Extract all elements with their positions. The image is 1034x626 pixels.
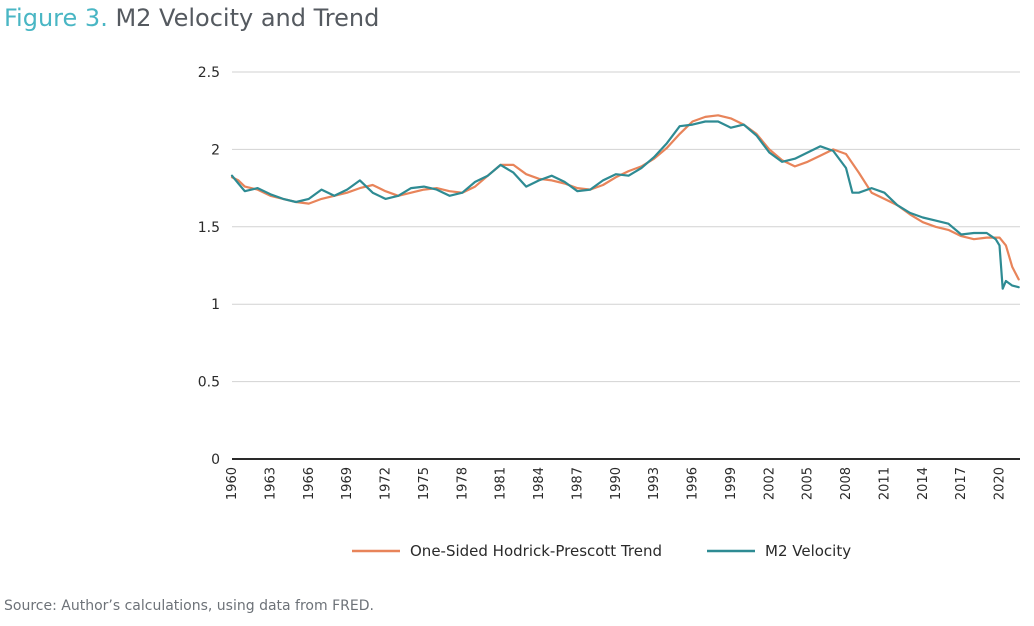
x-tick-label: 1960 bbox=[225, 467, 240, 500]
x-tick-label: 1984 bbox=[532, 467, 547, 500]
legend-trend-label: One-Sided Hodrick-Prescott Trend bbox=[410, 542, 662, 560]
x-tick-label: 2005 bbox=[801, 467, 816, 500]
y-tick-label: 0 bbox=[211, 452, 220, 468]
x-tick-label: 1981 bbox=[494, 467, 509, 500]
legend: One-Sided Hodrick-Prescott Trend M2 Veloc… bbox=[352, 542, 851, 560]
x-tick-label: 2014 bbox=[916, 467, 931, 500]
x-tick-label: 2008 bbox=[839, 467, 854, 500]
x-tick-label: 1993 bbox=[647, 467, 662, 500]
x-axis-tick-labels: 1960 1963 1966 1969 1972 1975 1978 1981 1984 1987… bbox=[225, 467, 1008, 500]
figure-title: Figure 3. M2 Velocity and Trend bbox=[4, 4, 379, 32]
x-tick-label: 1978 bbox=[455, 467, 470, 500]
x-tick-label: 1972 bbox=[379, 467, 394, 500]
figure-title-text: M2 Velocity and Trend bbox=[115, 4, 380, 32]
y-tick-label: 2.5 bbox=[198, 65, 220, 81]
y-tick-label: 1.5 bbox=[198, 220, 220, 236]
x-tick-label: 1963 bbox=[263, 467, 278, 500]
y-axis-tick-labels: 0 0.5 1 1.5 2 2.5 bbox=[198, 65, 220, 468]
series-lines bbox=[230, 114, 1020, 290]
y-tick-label: 2 bbox=[211, 142, 220, 158]
figure-label-period: . bbox=[100, 4, 116, 32]
x-tick-label: 1996 bbox=[686, 467, 701, 500]
x-tick-label: 2002 bbox=[762, 467, 777, 500]
x-tick-label: 1975 bbox=[417, 467, 432, 500]
x-tick-label: 2020 bbox=[993, 467, 1008, 500]
x-tick-label: 2017 bbox=[954, 467, 969, 500]
trend-series-line bbox=[230, 114, 1020, 281]
x-tick-label: 1969 bbox=[340, 467, 355, 500]
figure-label: Figure 3 bbox=[4, 4, 101, 32]
x-tick-label: 1999 bbox=[724, 467, 739, 500]
gridlines bbox=[232, 71, 1020, 383]
legend-velocity-label: M2 Velocity bbox=[765, 542, 851, 560]
y-tick-label: 0.5 bbox=[198, 375, 220, 391]
velocity-series-line bbox=[230, 120, 1020, 290]
source-note: Source: Author’s calculations, using dat… bbox=[4, 598, 374, 614]
x-tick-label: 2011 bbox=[877, 467, 892, 500]
y-tick-label: 1 bbox=[211, 297, 220, 313]
x-tick-label: 1987 bbox=[570, 467, 585, 500]
x-tick-label: 1990 bbox=[609, 467, 624, 500]
x-tick-label: 1966 bbox=[302, 467, 317, 500]
